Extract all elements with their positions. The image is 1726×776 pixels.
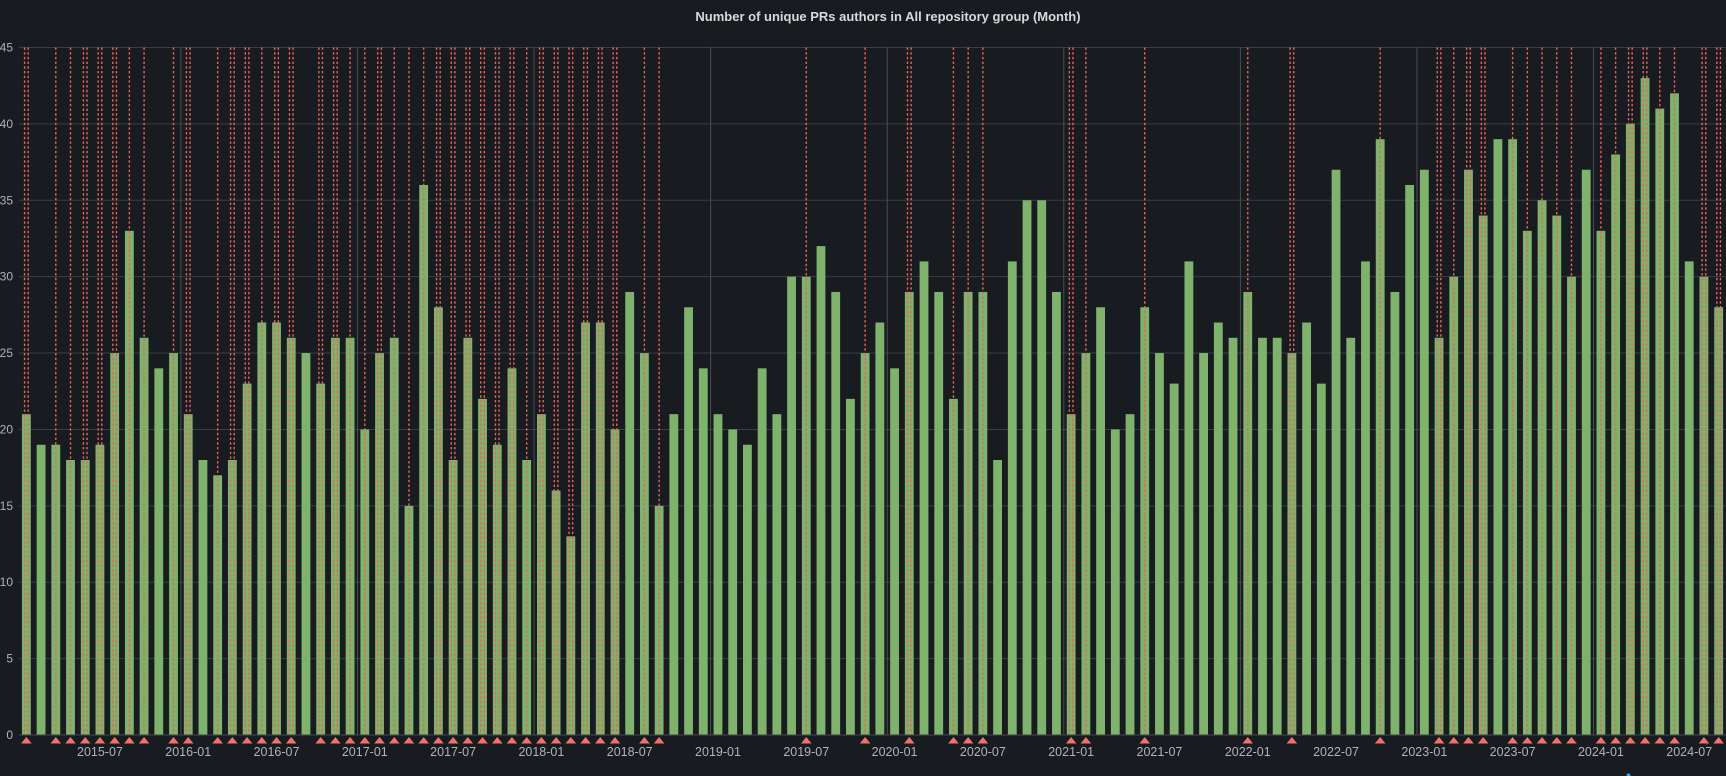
svg-text:2018-01: 2018-01 — [518, 745, 564, 759]
svg-text:2022-01: 2022-01 — [1225, 745, 1271, 759]
svg-text:2024-07: 2024-07 — [1666, 745, 1712, 759]
svg-text:2016-01: 2016-01 — [165, 745, 211, 759]
svg-text:5: 5 — [6, 652, 13, 666]
svg-text:25: 25 — [0, 346, 13, 360]
svg-text:30: 30 — [0, 270, 13, 284]
svg-text:2021-07: 2021-07 — [1137, 745, 1183, 759]
svg-text:2017-07: 2017-07 — [430, 745, 476, 759]
svg-text:2023-01: 2023-01 — [1401, 745, 1447, 759]
svg-text:35: 35 — [0, 193, 13, 207]
svg-text:2017-01: 2017-01 — [342, 745, 388, 759]
svg-text:2020-01: 2020-01 — [872, 745, 918, 759]
svg-text:2020-07: 2020-07 — [960, 745, 1006, 759]
svg-text:2024-01: 2024-01 — [1578, 745, 1624, 759]
svg-text:2018-07: 2018-07 — [607, 745, 653, 759]
svg-text:10: 10 — [0, 575, 13, 589]
svg-text:2023-07: 2023-07 — [1490, 745, 1536, 759]
svg-text:2021-01: 2021-01 — [1048, 745, 1094, 759]
svg-text:2016-07: 2016-07 — [254, 745, 300, 759]
svg-text:15: 15 — [0, 499, 13, 513]
svg-text:2022-07: 2022-07 — [1313, 745, 1359, 759]
svg-text:20: 20 — [0, 422, 13, 436]
svg-text:45: 45 — [0, 41, 13, 55]
svg-text:2019-07: 2019-07 — [783, 745, 829, 759]
svg-text:2019-01: 2019-01 — [695, 745, 741, 759]
svg-text:0: 0 — [6, 728, 13, 742]
svg-text:40: 40 — [0, 117, 13, 131]
svg-text:2015-07: 2015-07 — [77, 745, 123, 759]
